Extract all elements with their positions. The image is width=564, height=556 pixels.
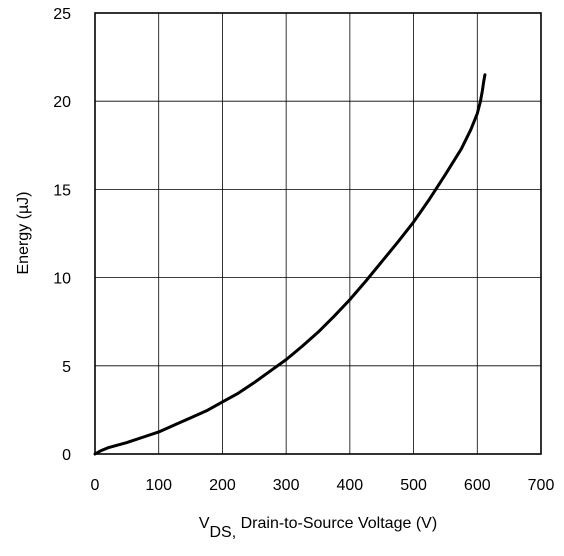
x-tick-label: 400	[337, 477, 364, 494]
y-axis-title: Energy (µJ)	[15, 191, 32, 274]
y-tick-label: 25	[53, 6, 71, 23]
plot-frame	[94, 12, 542, 455]
y-tick-label: 5	[62, 359, 71, 376]
x-axis-title-v: V	[199, 515, 210, 532]
x-tick-label: 0	[91, 477, 100, 494]
x-tick-label: 600	[464, 477, 491, 494]
x-tick-label: 100	[145, 477, 172, 494]
x-tick-label: 200	[209, 477, 236, 494]
x-axis-title: VDS, Drain-to-Source Voltage (V)	[199, 515, 437, 541]
y-tick-label: 20	[53, 94, 71, 111]
y-tick-label: 0	[62, 447, 71, 464]
x-tick-labels: 0 100 200 300 400 500 600 700	[91, 477, 555, 494]
y-tick-labels: 0 5 10 15 20 25	[53, 6, 71, 464]
x-axis-title-subscript: DS,	[210, 524, 237, 541]
x-tick-label: 500	[400, 477, 427, 494]
energy-curve	[93, 73, 487, 456]
y-tick-label: 10	[53, 271, 71, 288]
x-tick-label: 700	[528, 477, 555, 494]
x-axis-title-rest: Drain-to-Source Voltage (V)	[236, 515, 437, 532]
grid	[95, 13, 541, 454]
y-tick-label: 15	[53, 182, 71, 199]
x-tick-label: 300	[273, 477, 300, 494]
